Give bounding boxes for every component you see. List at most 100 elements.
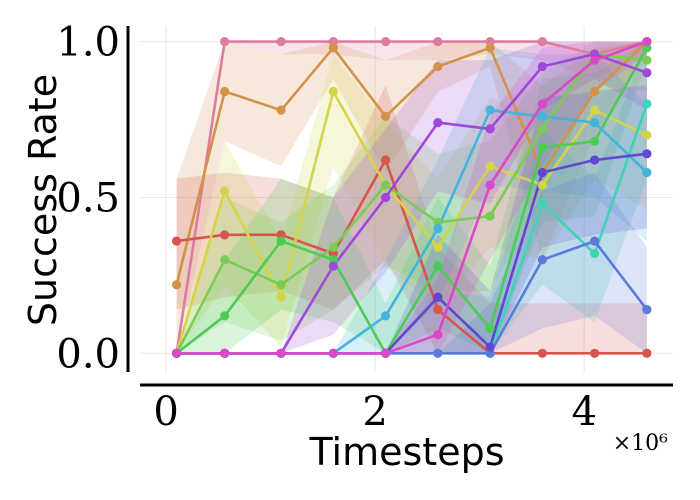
data-point xyxy=(220,186,230,196)
data-point xyxy=(537,111,547,121)
data-point xyxy=(590,136,600,146)
data-point xyxy=(276,280,286,290)
data-point xyxy=(642,130,652,140)
data-point xyxy=(642,167,652,178)
series-line xyxy=(175,90,648,354)
data-point xyxy=(485,124,495,134)
data-point xyxy=(220,86,230,97)
data-point xyxy=(590,155,600,165)
data-point xyxy=(537,61,547,72)
data-point xyxy=(220,348,230,358)
series-line xyxy=(175,47,649,355)
data-point xyxy=(380,180,391,190)
data-point xyxy=(380,155,391,165)
data-point xyxy=(328,242,338,252)
data-point xyxy=(537,99,547,109)
data-point xyxy=(485,105,495,115)
data-point xyxy=(433,292,443,302)
data-point xyxy=(433,61,443,72)
series-line xyxy=(175,40,648,286)
series-line xyxy=(176,40,648,355)
data-point xyxy=(590,248,600,259)
data-point xyxy=(642,149,652,159)
series-band xyxy=(176,41,647,354)
data-point xyxy=(380,348,391,358)
data-point xyxy=(380,192,391,203)
data-point xyxy=(328,348,338,358)
y-tick-label: 1.0 xyxy=(56,20,120,66)
data-point xyxy=(590,86,600,97)
data-point xyxy=(380,311,391,321)
series-line xyxy=(176,158,647,355)
data-point xyxy=(276,36,286,47)
data-point xyxy=(433,348,443,358)
data-point xyxy=(328,261,338,271)
data-point xyxy=(485,342,495,352)
data-point xyxy=(537,142,547,153)
data-point xyxy=(590,236,600,246)
data-point xyxy=(590,55,600,65)
series-lines xyxy=(175,40,649,355)
data-point xyxy=(642,305,652,315)
series-band xyxy=(176,41,647,354)
axes xyxy=(126,26,673,387)
confidence-bands xyxy=(176,41,647,354)
data-point xyxy=(433,261,443,271)
series-band xyxy=(176,41,647,354)
y-axis-title: Success Rate xyxy=(21,74,65,326)
data-point xyxy=(220,230,230,240)
x-tick-label: 2 xyxy=(362,389,387,435)
tick-labels: 0 2 4 0.0 0.5 1.0 xyxy=(56,20,597,435)
data-point xyxy=(537,180,547,190)
data-point xyxy=(220,255,230,265)
data-point xyxy=(537,36,547,47)
data-point xyxy=(485,43,495,53)
data-point xyxy=(642,348,652,358)
data-point xyxy=(485,161,495,171)
data-point xyxy=(537,348,547,358)
data-point xyxy=(642,36,652,47)
data-point xyxy=(642,55,652,65)
data-point xyxy=(590,105,600,115)
series-points xyxy=(171,36,652,358)
data-point xyxy=(537,255,547,265)
x-axis-title: Timesteps xyxy=(309,430,505,474)
data-point xyxy=(485,323,495,333)
series-line xyxy=(175,40,648,354)
data-point xyxy=(537,167,547,178)
data-point xyxy=(220,36,230,47)
data-point xyxy=(537,124,547,134)
data-point xyxy=(171,236,182,246)
series-line xyxy=(175,52,648,354)
data-point xyxy=(171,348,182,358)
series-band xyxy=(176,41,647,354)
data-point xyxy=(433,36,443,47)
data-point xyxy=(171,280,182,290)
data-point xyxy=(537,199,547,209)
x-tick-label: 4 xyxy=(571,389,596,435)
data-point xyxy=(485,180,495,190)
data-point xyxy=(433,118,443,128)
data-point xyxy=(380,111,391,121)
y-tick-label: 0.0 xyxy=(56,331,120,377)
data-point xyxy=(590,118,600,128)
data-point xyxy=(328,43,338,53)
x-axis-multiplier: ×10⁶ xyxy=(613,431,668,456)
data-point xyxy=(220,311,230,321)
data-point xyxy=(642,99,652,109)
data-point xyxy=(433,329,443,340)
data-point xyxy=(433,242,443,252)
series-band xyxy=(176,172,647,354)
data-point xyxy=(485,211,495,221)
data-point xyxy=(276,105,286,115)
y-tick-label: 0.5 xyxy=(56,175,120,221)
data-point xyxy=(590,348,600,358)
series-band xyxy=(176,41,647,354)
data-point xyxy=(433,224,443,234)
x-tick-label: 0 xyxy=(153,389,178,435)
data-point xyxy=(276,236,286,246)
data-point xyxy=(276,348,286,358)
data-point xyxy=(380,36,391,47)
data-point xyxy=(642,68,652,78)
